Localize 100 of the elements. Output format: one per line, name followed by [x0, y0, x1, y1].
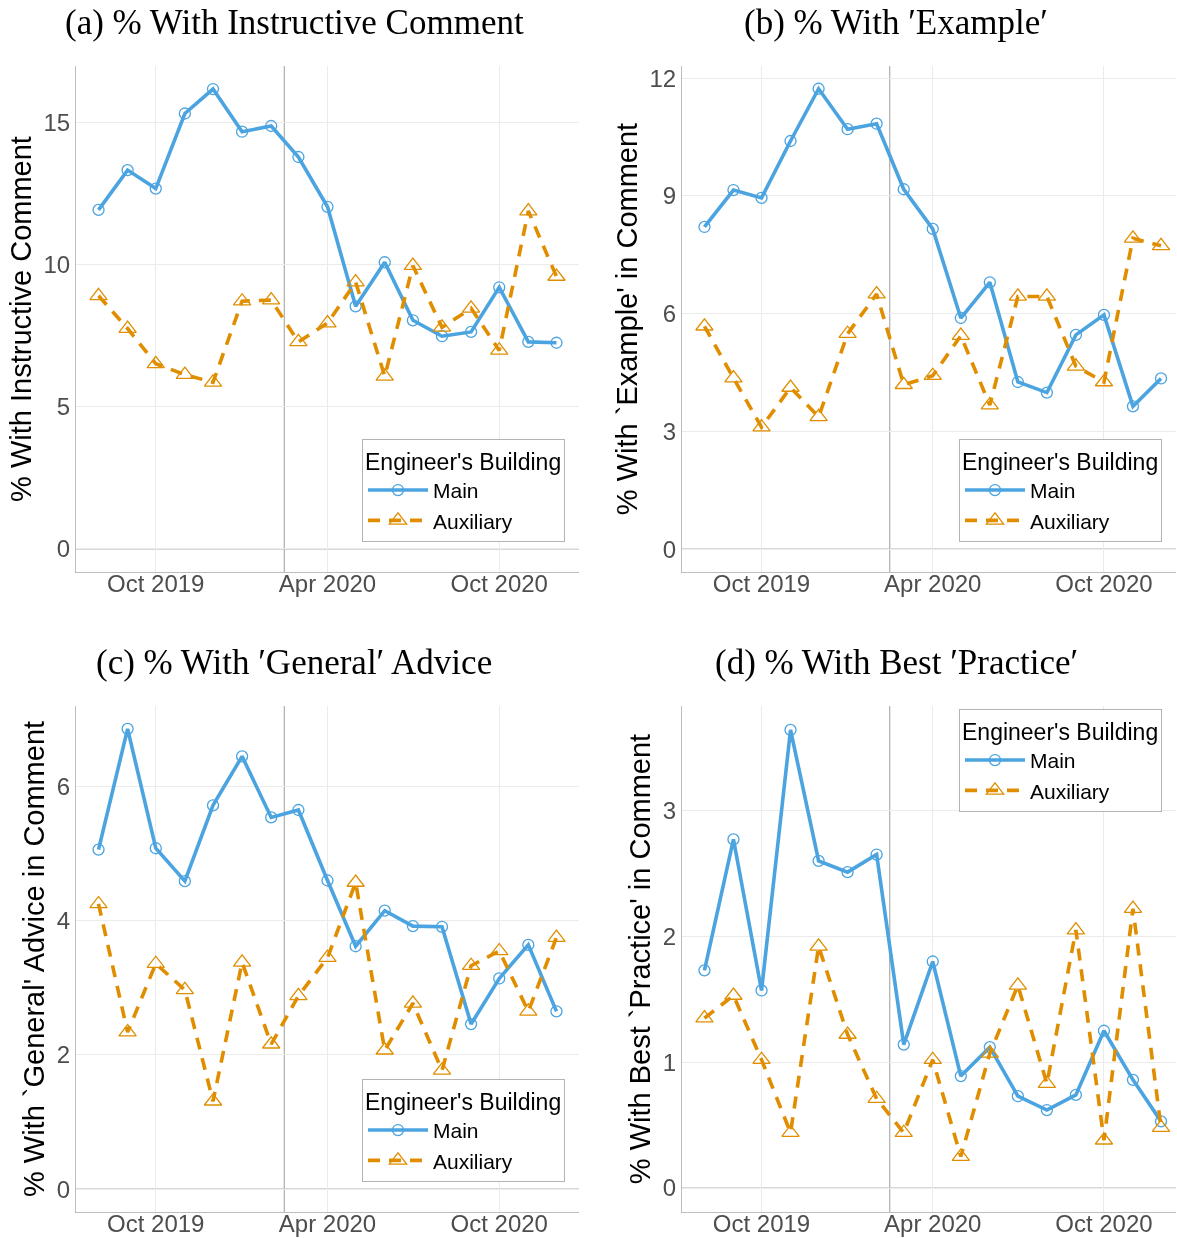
x-tick-label: Oct 2019	[712, 569, 811, 597]
point	[867, 1090, 886, 1104]
point	[461, 957, 481, 971]
point	[698, 220, 711, 234]
point	[406, 919, 420, 933]
y-tick-label: 0	[56, 535, 71, 563]
point	[149, 842, 162, 855]
x-tick-label: Oct 2020	[450, 569, 548, 597]
legend-title: Engineer's Building	[365, 1088, 562, 1115]
point	[321, 200, 334, 213]
point	[724, 369, 743, 383]
y-axis-title: % With `Example' in Comment	[610, 122, 643, 516]
point	[378, 904, 391, 917]
y-tick-label: 1	[662, 1048, 677, 1076]
point	[841, 866, 854, 879]
y-tick-label: 6	[56, 772, 71, 800]
point	[727, 833, 740, 846]
point	[727, 183, 740, 197]
point	[522, 335, 535, 349]
chart-title: (d) % With Best ′Practice′	[715, 643, 1079, 682]
point	[838, 325, 857, 339]
y-tick-label: 0	[56, 1175, 71, 1203]
x-tick-label: Oct 2020	[1055, 1209, 1153, 1237]
legend-label: Main	[433, 479, 479, 503]
y-tick-label: 3	[662, 796, 677, 824]
point	[1040, 1103, 1054, 1117]
x-tick-label: Oct 2020	[450, 1209, 548, 1237]
y-tick-label: 5	[56, 393, 71, 421]
point	[1154, 372, 1168, 385]
x-tick-label: Oct 2019	[712, 1209, 811, 1237]
point	[1097, 308, 1111, 322]
y-tick-label: 4	[56, 907, 71, 935]
point	[1040, 386, 1054, 399]
point	[1066, 921, 1086, 935]
point	[89, 895, 108, 909]
legend-title: Engineer's Building	[962, 448, 1159, 475]
point	[175, 366, 195, 380]
point	[435, 920, 449, 933]
point	[146, 355, 166, 369]
point	[894, 376, 914, 390]
point	[178, 875, 192, 888]
point	[897, 1038, 910, 1051]
point	[92, 203, 105, 217]
point	[435, 330, 449, 343]
point	[897, 183, 910, 196]
y-tick-label: 0	[662, 1174, 677, 1202]
point	[926, 955, 939, 968]
point	[1094, 373, 1114, 387]
y-tick-label: 10	[43, 250, 71, 278]
point	[755, 191, 768, 205]
point	[954, 1069, 967, 1083]
x-tick-label: Apr 2020	[884, 569, 982, 597]
point	[493, 281, 506, 294]
point	[755, 984, 768, 997]
point	[894, 1124, 914, 1138]
point	[318, 949, 337, 963]
legend-label: Main	[433, 1119, 479, 1143]
point	[175, 981, 195, 995]
point	[406, 314, 420, 327]
x-tick-label: Oct 2019	[107, 569, 205, 597]
point	[1151, 1119, 1171, 1133]
y-axis-title: % With `General' Advice in Comment	[18, 720, 51, 1198]
point	[321, 874, 334, 887]
point	[951, 1148, 971, 1162]
legend-label: Auxiliary	[433, 1149, 513, 1173]
point	[926, 222, 939, 236]
point	[698, 964, 711, 977]
point	[289, 987, 308, 1001]
y-tick-label: 12	[649, 64, 677, 92]
legend-label: Auxiliary	[433, 509, 513, 533]
point	[870, 117, 883, 130]
point	[867, 285, 886, 299]
point	[522, 938, 535, 952]
y-tick-label: 2	[56, 1041, 71, 1069]
legend-label: Main	[1030, 749, 1076, 773]
point	[92, 843, 105, 856]
point	[1126, 400, 1140, 413]
point	[378, 256, 391, 269]
point	[146, 955, 166, 969]
point	[489, 942, 509, 956]
point	[292, 150, 305, 164]
point	[235, 125, 249, 138]
point	[784, 134, 797, 148]
y-tick-label: 0	[662, 535, 677, 563]
point	[809, 408, 828, 422]
point	[349, 940, 362, 953]
y-axis-title: % With Best `Practice' in Comment	[624, 733, 657, 1185]
point	[206, 82, 220, 96]
point	[464, 325, 478, 339]
point	[178, 107, 192, 120]
point	[292, 803, 305, 817]
point	[235, 750, 249, 763]
y-tick-label: 15	[43, 108, 71, 136]
point	[1123, 900, 1143, 914]
x-tick-label: Apr 2020	[278, 569, 377, 597]
y-axis-title: % With Instructive Comment	[4, 136, 37, 502]
x-tick-label: Apr 2020	[884, 1209, 982, 1237]
point	[550, 1005, 563, 1018]
point	[550, 336, 563, 349]
x-tick-label: Oct 2019	[107, 1209, 205, 1237]
